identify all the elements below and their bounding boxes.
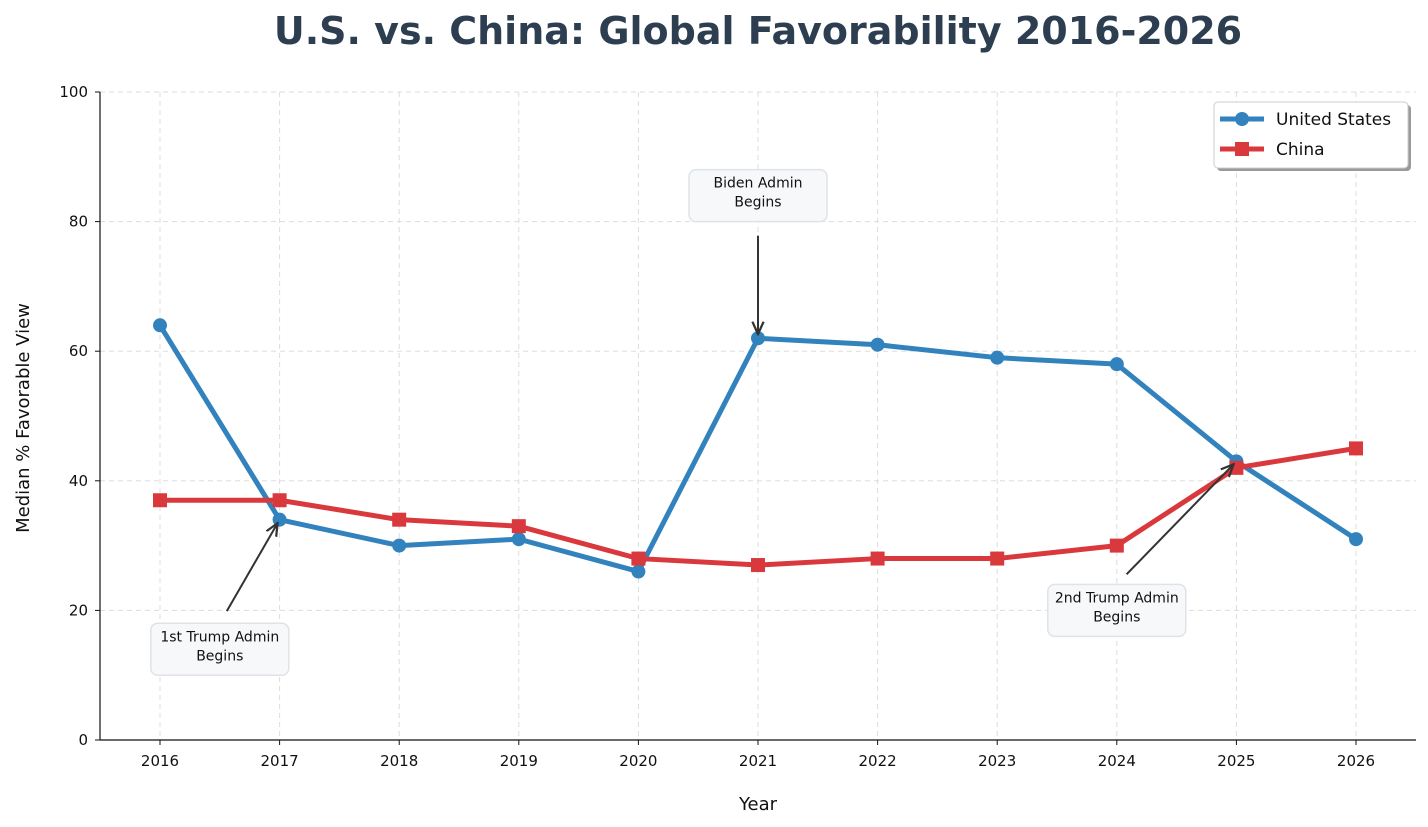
x-tick-label: 2025 [1217,752,1255,770]
united-states-point-2016 [153,318,167,333]
china-point-2017 [272,493,287,508]
china-point-2016 [153,493,167,508]
china-point-2026 [1349,441,1363,456]
annotation-text: Begins [1093,609,1140,625]
y-tick-label: 40 [69,472,88,490]
series-china [153,441,1363,573]
x-tick-label: 2019 [500,752,538,770]
china-point-2019 [511,519,526,534]
annotation-text: 1st Trump Admin [160,629,279,645]
y-tick-label: 80 [69,213,88,231]
united-states-point-2022 [870,337,885,352]
x-tick-label: 2022 [859,752,897,770]
x-tick-label: 2020 [619,752,657,770]
united-states-point-2026 [1349,532,1363,547]
legend-marker-china [1235,142,1249,156]
chart-title: U.S. vs. China: Global Favorability 2016… [274,9,1242,53]
x-tick-label: 2017 [261,752,299,770]
y-axis-label: Median % Favorable View [13,303,34,533]
legend-label-china: China [1276,140,1325,160]
axes [95,91,1416,745]
china-point-2018 [392,512,407,527]
y-tick-label: 0 [78,731,88,749]
legend-label-united-states: United States [1276,110,1391,130]
united-states-point-2018 [392,538,407,553]
legend-marker-united-states [1235,112,1249,126]
annotation-text: Biden Admin [714,176,803,192]
tick-labels: 0 20 40 60 80 100 2016 2017 2018 2019 2020 2021 2022… [59,83,1375,770]
annotation-arrow [225,523,278,612]
annotation: 1st Trump Admin Begins [150,523,290,677]
x-tick-label: 2026 [1337,752,1375,770]
annotation-text: Begins [196,648,243,664]
series [153,318,1363,579]
china-point-2024 [1109,538,1124,553]
y-tick-label: 60 [69,342,88,360]
china-point-2023 [990,551,1005,566]
united-states-point-2020 [631,564,646,579]
annotation: 2nd Trump Admin Begins [1047,464,1234,638]
annotation-box [688,168,828,223]
x-tick-label: 2016 [141,752,179,770]
x-tick-label: 2023 [978,752,1016,770]
annotation-text: 2nd Trump Admin [1055,590,1179,606]
annotation-box [150,622,290,677]
china-point-2022 [870,551,885,566]
annotation-box [1047,583,1187,638]
united-states-point-2019 [511,532,526,547]
united-states-point-2017 [272,512,287,527]
china-point-2025 [1229,460,1244,475]
y-tick-label: 20 [69,601,88,619]
annotation-text: Begins [734,195,781,211]
x-axis-label: Year [738,794,778,815]
legend: United States China [1213,101,1411,171]
x-tick-label: 2018 [380,752,418,770]
x-tick-label: 2021 [739,752,777,770]
united-states-point-2023 [990,350,1005,365]
y-tick-label: 100 [59,83,88,101]
annotation-arrow [1125,464,1234,576]
china-point-2021 [751,558,765,573]
x-tick-label: 2024 [1098,752,1136,770]
annotation: Biden Admin Begins [688,168,828,335]
united-states-point-2024 [1109,357,1124,372]
china-point-2020 [631,551,646,566]
